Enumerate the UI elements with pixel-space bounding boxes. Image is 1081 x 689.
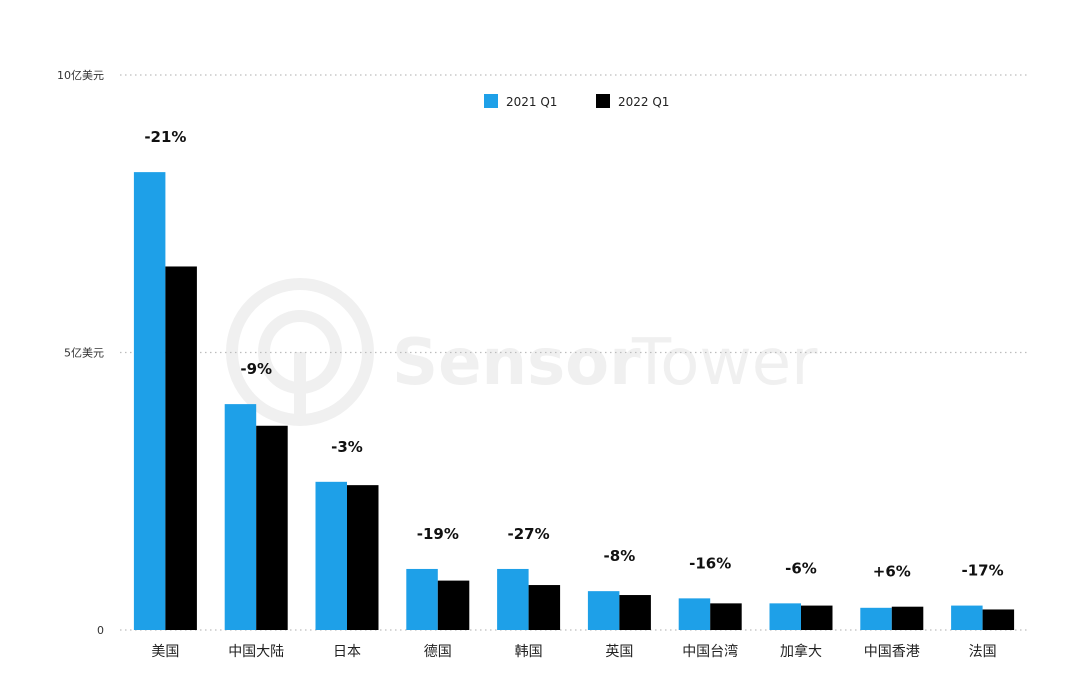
watermark-text-tower: Tower <box>631 326 818 400</box>
change-label: -19% <box>417 525 459 543</box>
bar <box>347 485 379 630</box>
x-tick-label: 法国 <box>969 644 997 660</box>
watermark: Sensor Tower <box>226 278 818 426</box>
x-tick-label: 加拿大 <box>780 643 822 660</box>
bar <box>497 568 529 630</box>
y-tick-label: 10亿美元 <box>57 69 104 82</box>
x-tick-label: 美国 <box>151 644 179 660</box>
bar <box>801 605 833 630</box>
bar <box>165 266 197 630</box>
legend: 2021 Q1 2022 Q1 <box>484 94 669 109</box>
watermark-text-sensor: Sensor <box>392 326 641 400</box>
legend-label: 2022 Q1 <box>618 95 669 109</box>
change-label: -9% <box>240 360 272 378</box>
change-label: -3% <box>331 438 363 456</box>
x-tick-label: 韩国 <box>515 644 543 660</box>
legend-swatch <box>484 94 498 108</box>
bar <box>224 404 257 630</box>
x-axis: 美国 中国大陆 日本 德国 韩国 英国 中国台湾 加拿大 中国香港 法国 <box>151 643 996 660</box>
change-label: +6% <box>873 563 911 581</box>
x-tick-label: 中国台湾 <box>682 643 738 660</box>
bar <box>860 607 892 630</box>
bar <box>619 595 651 630</box>
y-tick-label: 0 <box>97 624 104 637</box>
bar <box>678 598 711 630</box>
bar <box>769 603 801 630</box>
change-label: -6% <box>785 559 817 577</box>
bars <box>133 172 1015 630</box>
bar <box>891 606 924 630</box>
change-label: -16% <box>689 554 731 572</box>
bar <box>437 580 470 630</box>
bar <box>587 591 620 630</box>
change-label: -21% <box>144 128 186 146</box>
bar <box>406 568 438 630</box>
y-axis: 0 5亿美元 10亿美元 <box>57 69 104 637</box>
x-tick-label: 德国 <box>424 644 452 660</box>
x-tick-label: 英国 <box>605 643 633 660</box>
bar <box>256 425 288 630</box>
change-label: -17% <box>962 562 1004 580</box>
bar <box>710 603 742 630</box>
change-label: -8% <box>604 547 636 565</box>
x-tick-label: 日本 <box>333 644 361 660</box>
y-tick-label: 5亿美元 <box>64 347 104 360</box>
bar <box>982 609 1015 630</box>
legend-label: 2021 Q1 <box>506 95 557 109</box>
x-tick-label: 中国大陆 <box>228 644 284 660</box>
bar <box>528 585 561 630</box>
change-label: -27% <box>508 525 550 543</box>
bar <box>951 605 983 630</box>
change-labels: -21% -9% -3% -19% -27% -8% -16% -6% +6% -17% <box>144 128 1003 581</box>
bar <box>315 481 347 630</box>
legend-swatch <box>596 94 610 108</box>
bar <box>133 172 166 630</box>
x-tick-label: 中国香港 <box>864 644 920 660</box>
